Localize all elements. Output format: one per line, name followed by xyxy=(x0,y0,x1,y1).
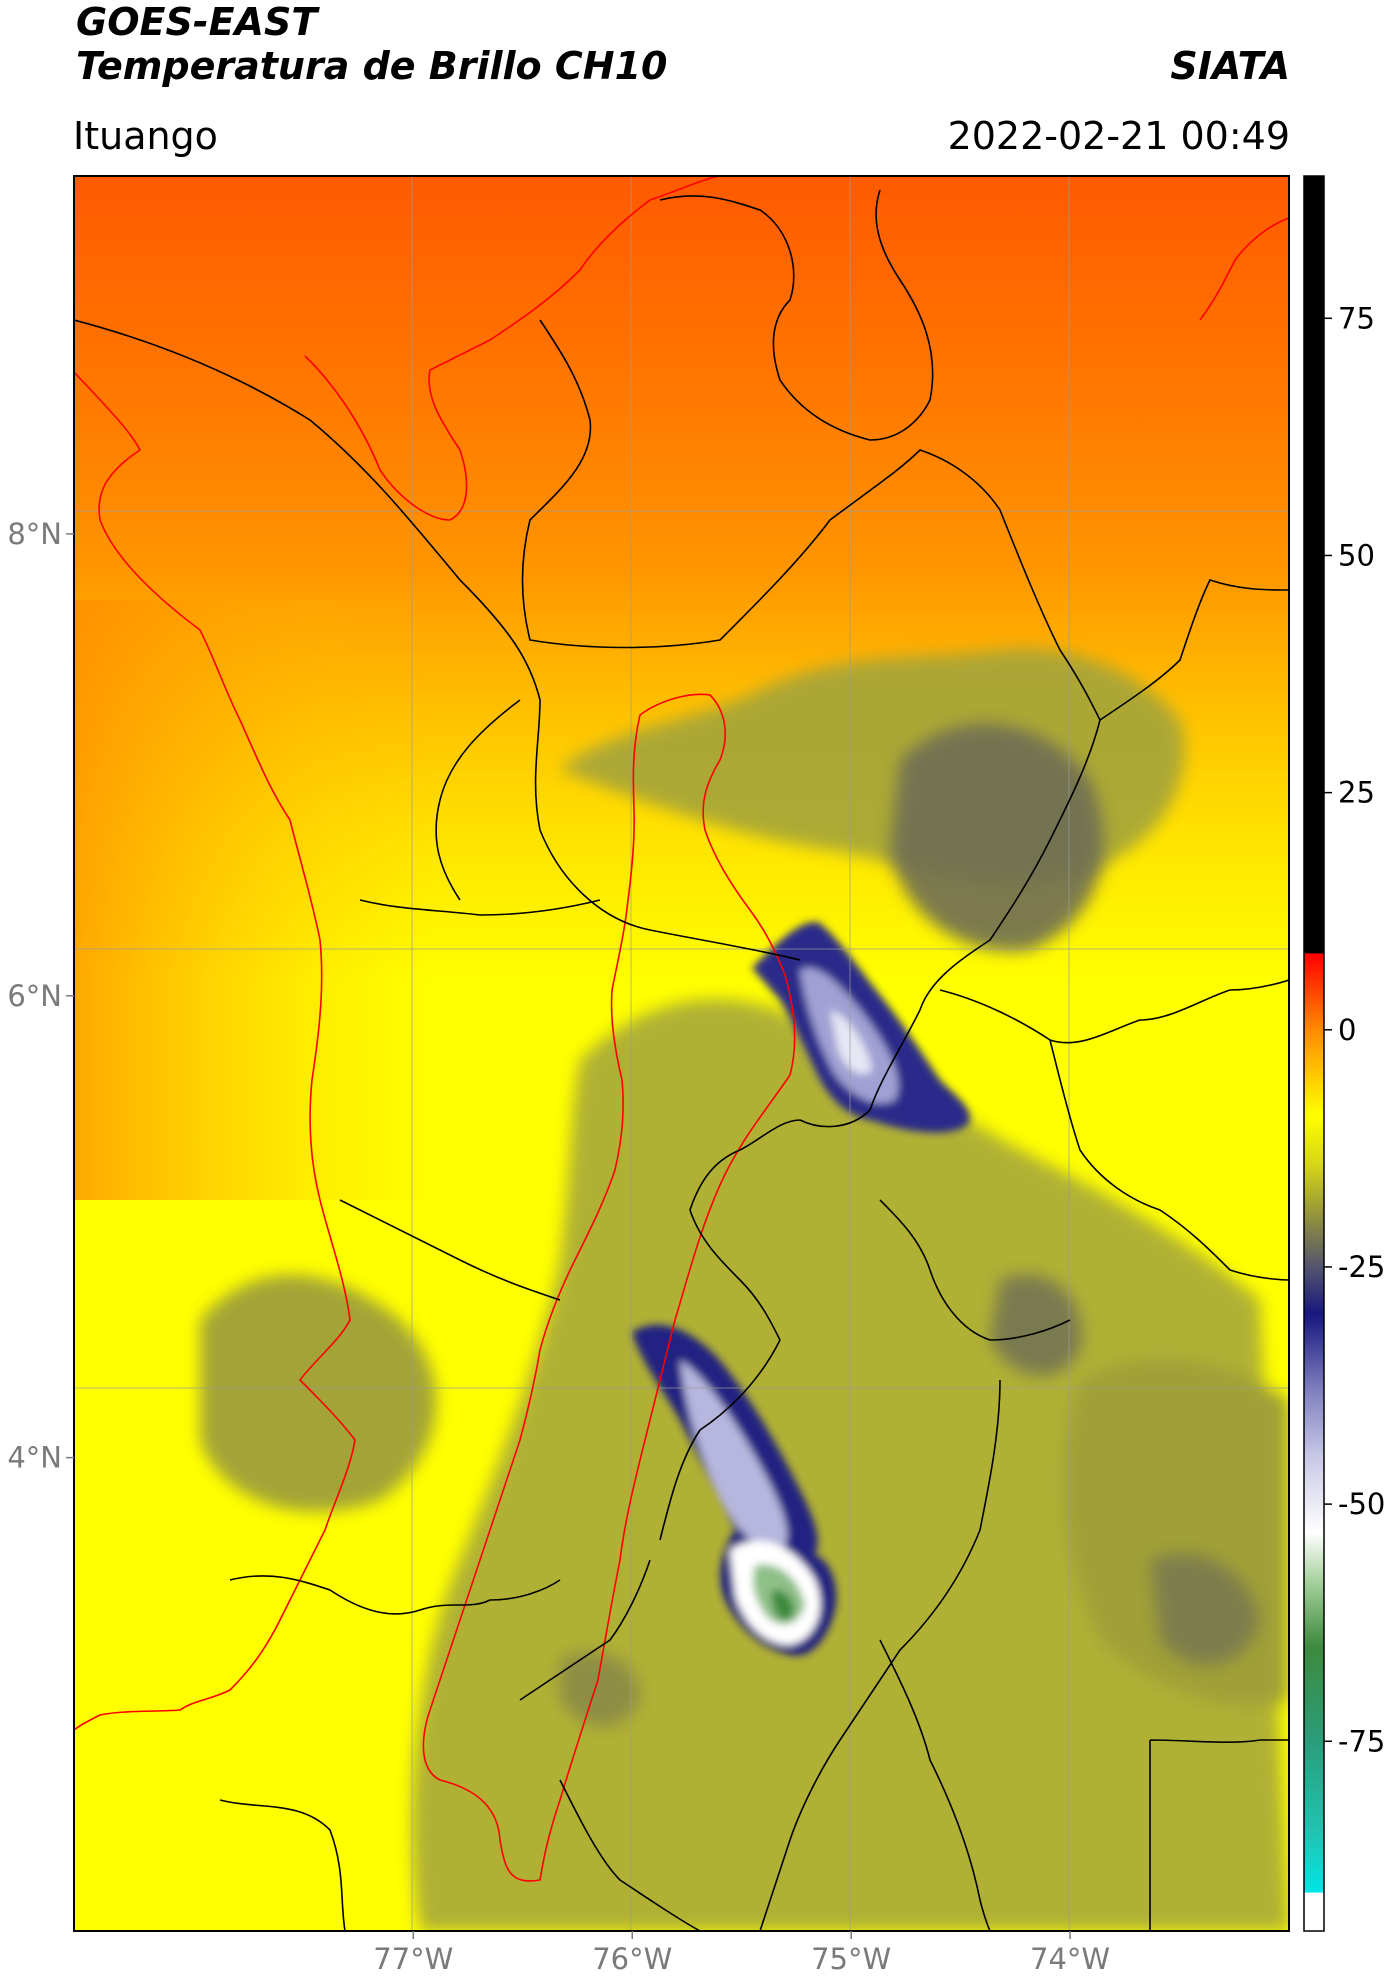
latitude-axis: 8°N 6°N 4°N xyxy=(7,517,74,1475)
colorbar xyxy=(1304,176,1324,1931)
department-boundaries xyxy=(219,189,1289,1931)
lon-tick-label: 76°W xyxy=(592,1942,672,1976)
lat-tick-label: 8°N xyxy=(7,517,62,551)
dept-boundary-highlight xyxy=(422,693,796,1882)
region-label: Ituango xyxy=(73,114,218,158)
lon-tick-label: 74°W xyxy=(1030,1942,1110,1976)
convective-core-south xyxy=(632,1324,837,1656)
country-boundary xyxy=(74,319,801,961)
brightness-temperature-field xyxy=(74,176,1289,1931)
gridlines xyxy=(74,176,1289,1931)
coastline-east xyxy=(1199,217,1289,321)
convective-core-north xyxy=(752,921,970,1133)
colorbar-frame xyxy=(1303,175,1325,1932)
colorbar-axis: 75 50 25 0 -25 -50 -75 xyxy=(1324,301,1384,1758)
warm-west-band xyxy=(74,600,434,1200)
colorbar-tick-label: 0 xyxy=(1338,1013,1356,1047)
product-title: Temperatura de Brillo CH10 xyxy=(76,44,668,88)
datetime-label: 2022-02-21 00:49 xyxy=(947,114,1290,158)
map-frame xyxy=(73,175,1290,1932)
colorbar-tick-label: 50 xyxy=(1338,538,1375,572)
colorbar-tick-label: -50 xyxy=(1338,1487,1384,1521)
cloud-layer-dark xyxy=(560,723,1260,1727)
colorbar-tick-label: -25 xyxy=(1338,1250,1384,1284)
borders xyxy=(74,176,1289,1931)
lat-tick-label: 4°N xyxy=(7,1441,62,1475)
coastline xyxy=(74,371,356,1731)
colorbar-tick-label: 25 xyxy=(1338,776,1375,810)
lon-tick-label: 77°W xyxy=(373,1942,453,1976)
satellite-title: GOES-EAST xyxy=(76,0,318,44)
colorbar-tick-label: 75 xyxy=(1338,301,1375,335)
colorbar-tick-label: -75 xyxy=(1338,1724,1384,1758)
lon-tick-label: 75°W xyxy=(811,1942,891,1976)
longitude-axis: 77°W 76°W 75°W 74°W xyxy=(373,1931,1110,1976)
lat-tick-label: 6°N xyxy=(7,979,62,1013)
org-label: SIATA xyxy=(1170,44,1290,88)
coastline-north xyxy=(304,176,721,521)
